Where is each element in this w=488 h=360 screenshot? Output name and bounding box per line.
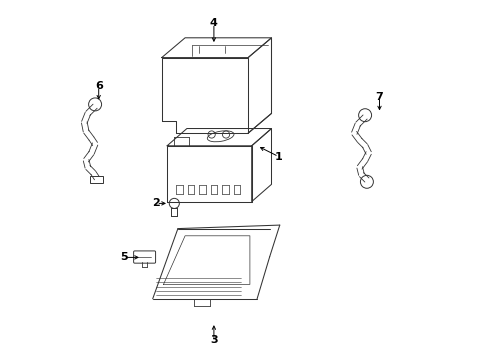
Text: 5: 5: [120, 252, 127, 262]
Text: 4: 4: [209, 18, 217, 28]
Ellipse shape: [207, 131, 233, 142]
Text: 6: 6: [95, 81, 102, 91]
Text: 1: 1: [274, 152, 282, 162]
Bar: [90, 176, 103, 183]
Text: 3: 3: [210, 335, 217, 345]
Text: 2: 2: [152, 198, 160, 208]
FancyBboxPatch shape: [133, 251, 155, 263]
Text: 7: 7: [375, 92, 383, 102]
